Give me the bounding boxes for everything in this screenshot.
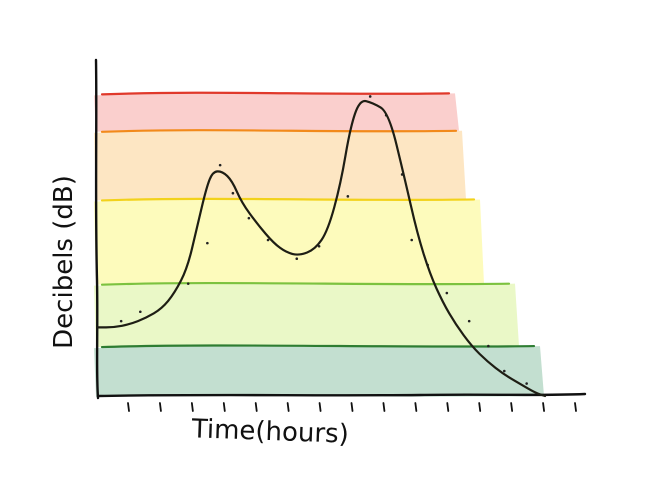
- noise-zone-band: [94, 199, 484, 285]
- decibel-series-line: [96, 99, 547, 398]
- zone-boundary-line: [100, 91, 451, 96]
- scatter-point: [445, 291, 449, 295]
- zone-boundary-line: [100, 281, 511, 286]
- x-tick: [382, 402, 386, 412]
- noise-zone-band: [94, 130, 466, 201]
- scatter-point: [525, 382, 528, 385]
- y-axis-label: Decibels (dB): [49, 175, 79, 349]
- x-tick: [574, 402, 577, 412]
- scatter-point: [218, 163, 222, 167]
- x-tick: [478, 402, 482, 412]
- x-tick: [542, 402, 545, 412]
- zone-boundary-lines: [100, 91, 536, 349]
- x-tick: [414, 402, 418, 412]
- scatter-point: [266, 238, 270, 242]
- x-tick: [286, 402, 290, 412]
- scatter-point: [410, 238, 414, 242]
- y-axis: [94, 58, 100, 400]
- x-tick: [190, 402, 194, 412]
- scatter-points: [119, 95, 528, 385]
- noise-zone-band: [94, 93, 459, 132]
- x-axis-label: Time(hours): [190, 414, 349, 449]
- x-axis: [96, 392, 587, 398]
- scatter-point: [346, 195, 350, 198]
- scatter-point: [467, 319, 471, 323]
- scatter-point: [295, 257, 299, 261]
- noise-zone-band: [94, 346, 544, 397]
- scatter-point: [119, 319, 123, 323]
- x-tick: [510, 402, 514, 412]
- x-tick: [159, 402, 162, 412]
- x-tick: [127, 402, 130, 412]
- scatter-point: [368, 95, 372, 98]
- zone-boundary-line: [100, 197, 476, 202]
- scatter-point: [487, 344, 490, 348]
- x-tick: [446, 402, 450, 412]
- scatter-point: [503, 369, 506, 373]
- scatter-point: [186, 282, 190, 285]
- scatter-point: [206, 241, 209, 245]
- zone-boundary-line: [100, 344, 536, 349]
- noise-zone-band: [94, 283, 519, 348]
- scatter-point: [139, 310, 142, 314]
- zone-boundary-line: [100, 129, 458, 133]
- x-tick: [318, 402, 322, 412]
- x-axis-ticks: [127, 402, 577, 412]
- noise-zones: [94, 93, 544, 397]
- x-tick: [222, 402, 226, 412]
- scatter-point: [247, 216, 251, 220]
- scatter-point: [231, 191, 235, 195]
- x-tick: [254, 402, 258, 412]
- x-tick: [350, 402, 354, 412]
